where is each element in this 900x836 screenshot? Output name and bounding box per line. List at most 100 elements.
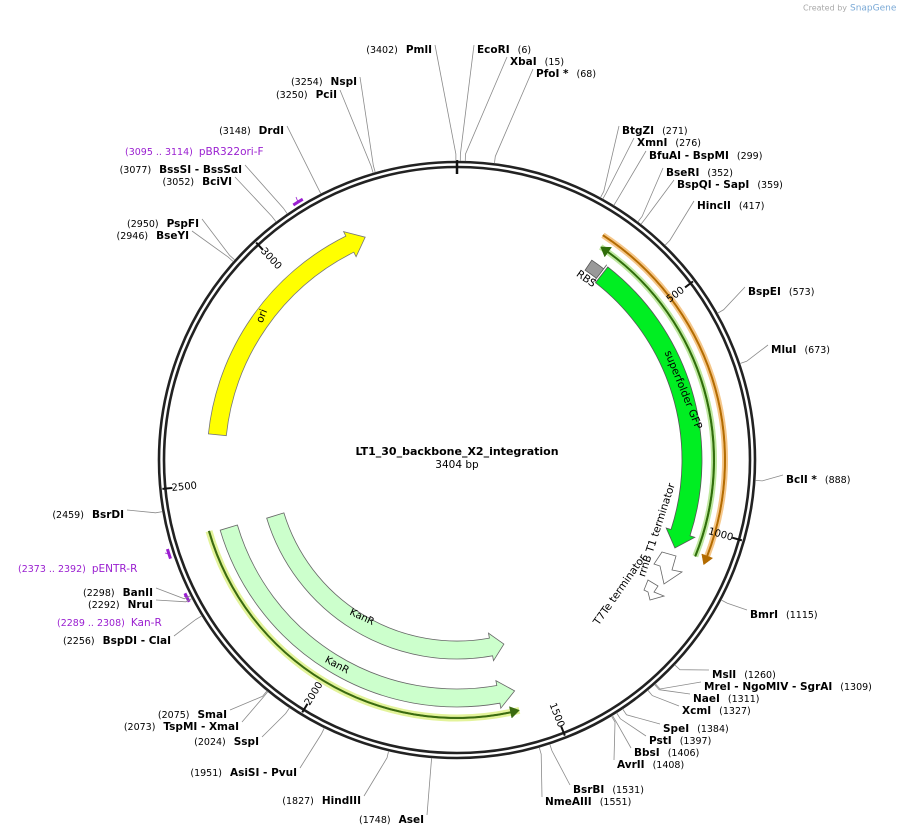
site-leader — [173, 615, 203, 637]
site-position: (1748) — [359, 815, 391, 826]
site-label: (2256) BspDI - ClaI — [63, 635, 171, 647]
site-position: (3250) — [276, 90, 308, 101]
site-position: (1551) — [600, 797, 632, 808]
site-name: BfuAI - BspMI — [649, 150, 729, 162]
site-name: AseI — [399, 814, 424, 826]
site-name: AvrII — [617, 759, 645, 771]
primer-mark — [165, 548, 172, 560]
site-position: (2292) — [88, 600, 120, 611]
site-label: XbaI (15) — [510, 56, 564, 68]
site-label: (2950) PspFI — [127, 218, 199, 230]
site-position: (2298) — [83, 588, 115, 599]
site-label: (3052) BciVI — [163, 176, 232, 188]
site-position: (673) — [804, 345, 830, 356]
site-label: (3402) PmlI — [366, 44, 432, 56]
ruler-tick — [731, 536, 743, 542]
site-name: AsiSI - PvuI — [230, 767, 297, 779]
site-leader — [549, 744, 571, 786]
site-name: NruI — [128, 599, 153, 611]
site-leader — [363, 750, 390, 797]
site-label: (2292) NruI — [88, 599, 153, 611]
site-label: (2073) TspMI - XmaI — [124, 721, 239, 733]
site-label: XcmI (1327) — [682, 705, 751, 717]
site-position: (3077) — [120, 165, 152, 176]
site-name: PciI — [316, 89, 337, 101]
site-name: XcmI — [682, 705, 711, 717]
site-label: PstI (1397) — [649, 735, 711, 747]
site-label: (1827) HindIII — [282, 795, 361, 807]
site-leader — [299, 727, 325, 769]
site-position: (2075) — [158, 710, 190, 721]
site-leader — [201, 218, 236, 261]
site-leader — [359, 76, 376, 173]
site-label: (2459) BsrDI — [52, 509, 124, 521]
site-label: (2075) SmaI — [158, 709, 227, 721]
ruler-label: 2000 — [303, 680, 326, 707]
kanr-inner — [266, 512, 505, 662]
site-position: (1384) — [697, 724, 729, 735]
site-leader — [613, 150, 647, 206]
site-label: MluI (673) — [771, 344, 830, 356]
site-position: (1531) — [612, 785, 644, 796]
primer-label: (3095 .. 3114) pBR322ori-F — [125, 146, 264, 158]
site-leader — [647, 689, 680, 707]
site-leader — [459, 44, 475, 162]
site-label: MslI (1260) — [712, 669, 776, 681]
site-name: SmaI — [198, 709, 228, 721]
site-leader — [126, 509, 163, 514]
site-name: BbsI — [634, 747, 660, 759]
site-leader — [739, 344, 769, 364]
feature-label: T7Te terminator — [591, 552, 650, 629]
site-leader — [191, 230, 234, 262]
site-position: (68) — [577, 69, 597, 80]
site-leader — [637, 167, 664, 223]
site-label: (3077) BssSI - BssSαI — [120, 164, 242, 176]
site-name: BspEI — [748, 286, 781, 298]
credit: Created by — [803, 4, 847, 13]
site-leader — [600, 125, 620, 198]
site-position: (3052) — [163, 177, 195, 188]
site-position: (1260) — [744, 670, 776, 681]
site-position: (2073) — [124, 722, 156, 733]
site-position: (888) — [825, 475, 851, 486]
primer-range: (2373 .. 2392) — [18, 564, 86, 575]
site-position: (1397) — [680, 736, 712, 747]
site-position: (1406) — [668, 748, 700, 759]
site-label: (2024) SspI — [194, 736, 259, 748]
site-label: (3254) NspI — [291, 76, 357, 88]
site-name: HincII — [697, 200, 731, 212]
ruler-tick — [301, 703, 309, 713]
primer-name: pENTR-R — [92, 563, 138, 575]
site-name: NmeAIII — [545, 796, 592, 808]
site-leader — [721, 599, 748, 611]
rbs-feature — [584, 259, 608, 283]
site-name: HindIII — [322, 795, 361, 807]
site-leader — [426, 757, 433, 816]
site-leader — [654, 684, 691, 695]
site-position: (352) — [707, 168, 733, 179]
primer-label: (2289 .. 2308) Kan-R — [57, 617, 162, 629]
site-leader — [244, 164, 288, 215]
site-name: MreI - NgoMIV - SgrAI — [704, 681, 832, 693]
site-label: PfoI * (68) — [536, 68, 596, 80]
site-name: EcoRI — [477, 44, 510, 56]
ruler-label: 1500 — [547, 702, 567, 730]
site-position: (276) — [675, 138, 701, 149]
site-name: BsrBI — [573, 784, 604, 796]
site-leader — [717, 286, 746, 314]
site-name: DrdI — [259, 125, 284, 137]
site-leader — [602, 137, 635, 200]
site-label: BfuAI - BspMI (299) — [649, 150, 762, 162]
site-position: (1327) — [719, 706, 751, 717]
site-position: (1115) — [786, 610, 818, 621]
site-position: (3402) — [366, 45, 398, 56]
feature-label: ori — [254, 307, 270, 324]
site-position: (3254) — [291, 77, 323, 88]
plasmid-name: LT1_30_backbone_X2_integration — [355, 445, 558, 458]
site-position: (1311) — [728, 694, 760, 705]
site-label: BseRI (352) — [666, 167, 733, 179]
ruler-tick — [684, 280, 694, 289]
site-position: (1827) — [282, 796, 314, 807]
site-leader — [286, 125, 322, 194]
site-name: PfoI * — [536, 68, 569, 80]
